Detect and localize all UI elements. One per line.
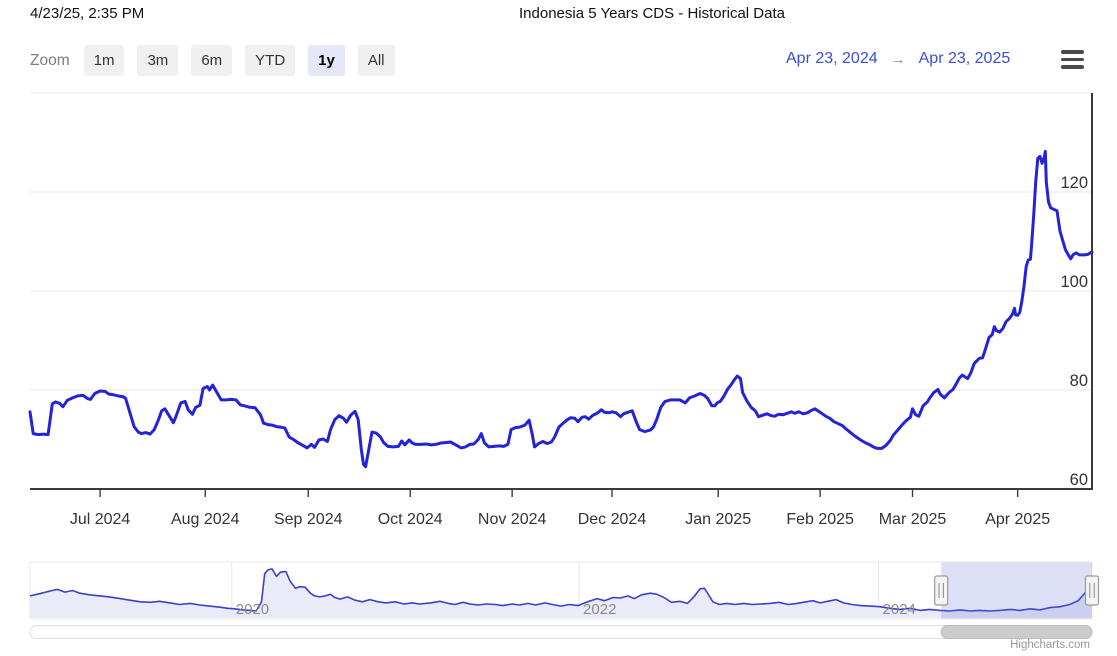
zoom-button-3m[interactable]: 3m: [137, 45, 179, 76]
navigator-handle-right[interactable]: [1084, 575, 1100, 606]
x-axis-label: Apr 2025: [985, 511, 1050, 528]
zoom-button-group: 1m 3m 6m YTD 1y All: [83, 45, 395, 76]
scrollbar-track[interactable]: [29, 625, 1093, 639]
navigator-year-label: 2022: [583, 601, 616, 618]
x-axis-label: Dec 2024: [578, 511, 647, 528]
x-axis-label: Feb 2025: [786, 511, 854, 528]
page-datetime: 4/23/25, 2:35 PM: [30, 5, 145, 22]
x-axis-label: Jul 2024: [70, 511, 131, 528]
x-axis-label: Jan 2025: [685, 511, 751, 528]
zoom-button-1y[interactable]: 1y: [308, 45, 345, 76]
axis-lines: [30, 93, 1093, 490]
zoom-button-1m[interactable]: 1m: [83, 45, 125, 76]
x-axis-label: Aug 2024: [171, 511, 240, 528]
navigator-year-label: 2024: [883, 601, 916, 618]
navigator-handle-left-grip-icon: [938, 583, 944, 598]
x-axis-label: Nov 2024: [478, 511, 547, 528]
y-axis-label: 60: [1070, 471, 1088, 489]
range-from-input[interactable]: Apr 23, 2024: [786, 50, 878, 67]
navigator-area: [30, 568, 1092, 618]
zoom-button-all[interactable]: All: [357, 45, 395, 76]
navigator-selection[interactable]: [941, 562, 1092, 619]
scrollbar-thumb[interactable]: [940, 625, 1093, 639]
zoom-label: Zoom: [30, 51, 70, 69]
range-to-input[interactable]: Apr 23, 2025: [918, 50, 1011, 67]
zoom-button-ytd[interactable]: YTD: [245, 45, 296, 76]
navigator-line: [29, 568, 1093, 612]
navigator-handle-left[interactable]: [934, 575, 949, 606]
chart-title: Indonesia 5 Years CDS - Historical Data: [519, 5, 785, 22]
navigator-year-label: 2020: [236, 601, 269, 618]
x-axis-label: Sep 2024: [274, 511, 343, 528]
y-axis-label: 100: [1060, 273, 1088, 291]
y-axis-label: 80: [1070, 372, 1088, 390]
hamburger-menu-icon[interactable]: [1061, 50, 1084, 73]
date-range-selector: Apr 23, 2024 → Apr 23, 2025: [786, 50, 1010, 68]
navigator-handle-right-grip-icon: [1089, 583, 1095, 598]
y-axis-label: 120: [1060, 174, 1088, 192]
price-line-series: [28, 149, 1094, 469]
x-axis-label: Mar 2025: [879, 511, 947, 528]
zoom-toolbar: Zoom 1m 3m 6m YTD 1y All: [30, 45, 395, 76]
range-arrow-icon: →: [890, 50, 906, 68]
x-axis-label: Oct 2024: [378, 511, 443, 528]
zoom-button-6m[interactable]: 6m: [191, 45, 233, 76]
highcharts-credit[interactable]: Highcharts.com: [1010, 639, 1090, 651]
